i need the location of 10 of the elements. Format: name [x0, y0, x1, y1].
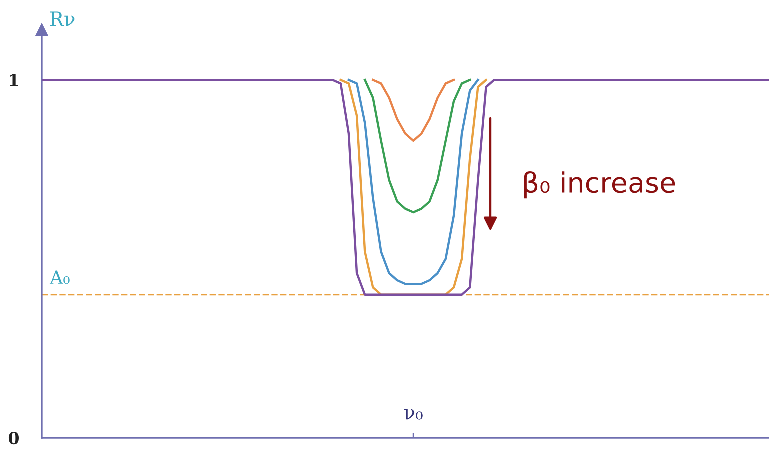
line-series	[364, 78, 472, 214]
y-axis-title: Rν	[50, 12, 75, 26]
annotation: ν₀	[404, 410, 423, 420]
line-series	[42, 78, 769, 296]
line-series	[348, 78, 480, 286]
line-series	[372, 78, 456, 142]
ref-line-label: A₀	[50, 270, 70, 284]
y-tick-label: 0	[8, 432, 19, 445]
annotation: β₀ increase	[524, 172, 676, 199]
y-tick-label: 1	[10, 74, 18, 86]
